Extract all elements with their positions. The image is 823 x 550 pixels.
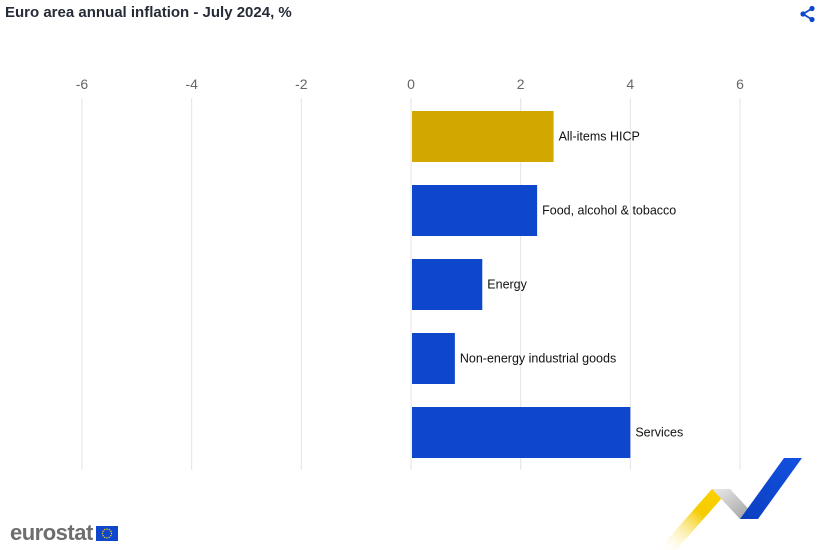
x-tick-label: 0: [407, 76, 415, 92]
bar: [412, 259, 483, 310]
eurostat-logo: eurostat: [10, 520, 118, 546]
bar: [412, 111, 554, 162]
x-tick-label: -6: [76, 76, 89, 92]
bar: [412, 185, 538, 236]
x-axis-ticks: -6 -4 -2 0 2 4 6: [76, 76, 744, 92]
x-tick-label: 4: [626, 76, 634, 92]
bar-label: Food, alcohol & tobacco: [542, 204, 676, 218]
logo-text: eurostat: [10, 520, 93, 545]
bar: [412, 407, 631, 458]
x-tick-label: 6: [736, 76, 744, 92]
bar-label: Services: [635, 426, 683, 440]
bar-labels: All-items HICP Food, alcohol & tobacco Ene…: [460, 130, 683, 440]
chart-title: Euro area annual inflation - July 2024, …: [5, 4, 292, 21]
x-tick-label: -4: [185, 76, 198, 92]
bar: [412, 333, 455, 384]
chart-grid: [81, 98, 741, 470]
share-icon[interactable]: [798, 4, 818, 24]
x-tick-label: -2: [295, 76, 308, 92]
bar-label: Energy: [487, 278, 527, 292]
eu-flag-icon: [95, 525, 118, 541]
bar-label: All-items HICP: [559, 130, 640, 144]
decorative-ribbon: [658, 458, 802, 550]
x-tick-label: 2: [517, 76, 525, 92]
chart-bars: [412, 111, 631, 458]
bar-label: Non-energy industrial goods: [460, 352, 616, 366]
